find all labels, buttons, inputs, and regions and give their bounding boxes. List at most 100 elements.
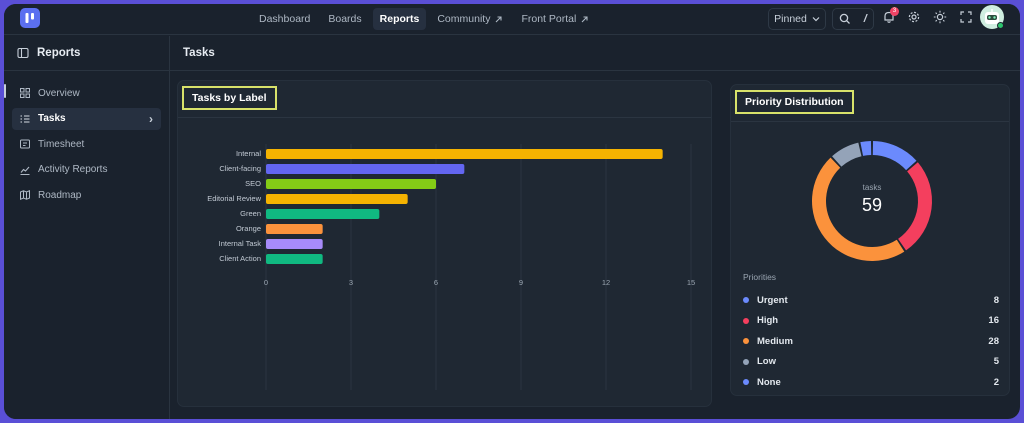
- bar-label-internal: Internal: [236, 149, 261, 158]
- nav-item-label: Front Portal: [521, 13, 577, 25]
- legend-label: Urgent: [757, 294, 788, 306]
- bar-label-orange: Orange: [236, 224, 261, 233]
- donut-slice-high: [898, 162, 932, 251]
- nav-item-reports[interactable]: Reports: [372, 8, 427, 30]
- legend-dot: [743, 358, 749, 365]
- gear-icon: [908, 11, 920, 23]
- nav-item-dashboard[interactable]: Dashboard: [252, 8, 317, 30]
- legend-label: High: [757, 315, 779, 326]
- active-indicator: [4, 84, 6, 98]
- sidebar-menu: Overview Tasks › Timesheet Activity Reports R…: [4, 71, 169, 206]
- sidebar-item-activity-reports[interactable]: Activity Reports: [12, 159, 161, 181]
- bar-label-seo: SEO: [245, 179, 261, 188]
- bar-editorial-review: [266, 194, 408, 204]
- settings-button[interactable]: [907, 10, 921, 24]
- expand-icon: [960, 11, 972, 23]
- bar-label-client-action: Client Action: [219, 254, 261, 263]
- sidebar-item-timesheet[interactable]: Timesheet: [12, 133, 161, 155]
- legend-row-high: High 16: [743, 314, 999, 328]
- x-tick-label: 0: [264, 278, 268, 287]
- tasks-by-label-title: Tasks by Label: [182, 86, 277, 110]
- search-icon[interactable]: [839, 13, 851, 25]
- app-logo-icon[interactable]: [20, 8, 40, 28]
- card-divider: [178, 117, 711, 118]
- sidebar-item-overview[interactable]: Overview: [12, 82, 161, 104]
- page-title: Tasks: [183, 47, 215, 59]
- sidebar-title: Reports: [37, 47, 81, 59]
- nav-item-boards[interactable]: Boards: [321, 8, 368, 30]
- priority-donut-chart: tasks 59: [812, 141, 932, 261]
- nav-item-label: Reports: [379, 13, 420, 25]
- pinned-dropdown[interactable]: Pinned: [768, 8, 826, 30]
- bar-internal-task: [266, 239, 323, 249]
- bar-label-editorial-review: Editorial Review: [207, 194, 261, 203]
- bar-label-internal-task: Internal Task: [219, 239, 262, 248]
- legend-count: 8: [993, 294, 999, 306]
- donut-slice-medium: [812, 157, 905, 261]
- legend-count: 28: [988, 335, 999, 347]
- app-window: Dashboard Boards Reports Community Front Por…: [4, 4, 1020, 419]
- nav-item-label: Dashboard: [259, 13, 311, 25]
- theme-toggle[interactable]: [933, 10, 947, 24]
- sidebar-item-label: Timesheet: [38, 138, 85, 150]
- tasks-by-label-card: Tasks by Label 0 3 6 9 12 15 Internal Client-fa…: [177, 80, 712, 407]
- nav-item-label: Boards: [328, 13, 362, 25]
- notifications-button[interactable]: 3: [882, 7, 899, 24]
- chevron-down-icon: [812, 17, 820, 22]
- bar-orange: [266, 224, 323, 234]
- search-shortcut: /: [863, 13, 867, 25]
- donut-center-value: 59: [862, 195, 882, 215]
- priority-distribution-title-text: Priority Distribution: [745, 96, 844, 108]
- legend-row-urgent: Urgent 8: [743, 293, 999, 307]
- priority-distribution-card: Priority Distribution tasks 59 Priorities…: [730, 84, 1010, 396]
- notification-badge: 3: [890, 7, 899, 16]
- bar-client-facing: [266, 164, 465, 174]
- bar-label-green: Green: [240, 209, 261, 218]
- sun-icon: [933, 10, 947, 24]
- external-link-icon: [496, 15, 503, 22]
- sidebar-header: Reports: [4, 36, 169, 71]
- legend-count: 16: [988, 315, 999, 326]
- bar-green: [266, 209, 380, 219]
- nav-item-community[interactable]: Community: [430, 8, 510, 30]
- donut-slice-none: [860, 141, 872, 156]
- list-icon: [20, 114, 30, 123]
- card-divider: [731, 121, 1009, 122]
- chart-line-icon: [20, 166, 30, 175]
- x-tick-label: 3: [349, 278, 353, 287]
- bar-client-action: [266, 254, 323, 264]
- legend-dot: [743, 317, 749, 324]
- sidebar-item-label: Roadmap: [38, 189, 82, 201]
- map-icon: [20, 190, 30, 200]
- tasks-by-label-title-text: Tasks by Label: [192, 92, 267, 104]
- x-tick-label: 12: [602, 278, 610, 287]
- tasks-by-label-chart: 0 3 6 9 12 15 Internal Client-facing SEO Editoria…: [207, 144, 695, 390]
- legend-dot: [743, 379, 749, 385]
- nav-item-front-portal[interactable]: Front Portal: [514, 8, 596, 30]
- legend-label: None: [757, 376, 781, 388]
- top-bar: Dashboard Boards Reports Community Front Por…: [4, 4, 1020, 35]
- avatar-robot-icon: [985, 9, 999, 24]
- donut-center-label: tasks: [863, 183, 882, 192]
- sidebar-item-label: Overview: [38, 87, 80, 99]
- sidebar: Reports Overview Tasks › Timesheet Activity …: [4, 36, 170, 419]
- page-title-bar: Tasks: [170, 36, 1020, 71]
- fullscreen-button[interactable]: [959, 10, 973, 24]
- donut-slice-urgent: [872, 141, 917, 171]
- legend-dot: [743, 297, 749, 303]
- avatar[interactable]: [980, 5, 1004, 29]
- grid-icon: [20, 88, 30, 98]
- x-tick-label: 9: [519, 278, 523, 287]
- sidebar-item-label: Tasks: [38, 113, 66, 124]
- main-nav: Dashboard Boards Reports Community Front Por…: [252, 8, 596, 30]
- legend-label: Low: [757, 356, 776, 367]
- x-tick-label: 6: [434, 278, 438, 287]
- pinned-label: Pinned: [774, 13, 807, 25]
- sidebar-toggle-icon[interactable]: [17, 47, 29, 59]
- x-tick-label: 15: [687, 278, 695, 287]
- sidebar-item-tasks[interactable]: Tasks ›: [12, 107, 161, 130]
- search-group[interactable]: /: [832, 8, 874, 30]
- sidebar-item-roadmap[interactable]: Roadmap: [12, 184, 161, 206]
- donut-slice-low: [832, 142, 862, 167]
- online-status-dot: [997, 22, 1004, 29]
